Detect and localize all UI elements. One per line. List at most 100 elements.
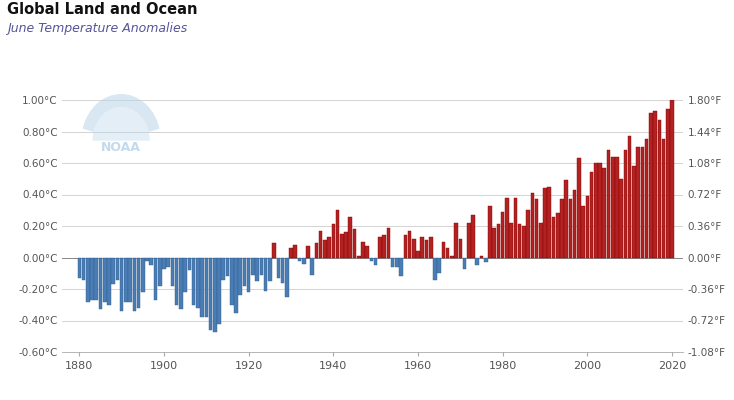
Bar — [95, 258, 98, 300]
Bar — [192, 258, 195, 305]
Bar — [463, 258, 466, 268]
Bar — [357, 256, 360, 258]
Bar — [306, 246, 310, 258]
Bar — [395, 258, 399, 267]
Bar — [497, 224, 501, 258]
Bar — [517, 224, 521, 258]
Bar — [107, 258, 111, 305]
Bar — [323, 240, 327, 258]
Bar — [560, 199, 564, 258]
Bar — [408, 231, 411, 258]
Bar — [539, 223, 542, 258]
Text: Global Land and Ocean: Global Land and Ocean — [7, 2, 198, 17]
Bar — [285, 258, 288, 297]
Bar — [179, 258, 183, 310]
Bar — [272, 243, 276, 258]
Bar — [607, 150, 611, 258]
Bar — [412, 238, 415, 258]
Bar — [184, 258, 187, 292]
Bar — [200, 258, 204, 317]
Bar — [332, 224, 335, 258]
Bar — [175, 258, 178, 305]
Bar — [230, 258, 233, 305]
Bar — [514, 198, 517, 258]
Bar — [387, 228, 390, 258]
Bar — [315, 243, 319, 258]
Bar — [476, 258, 479, 265]
Bar — [429, 237, 432, 258]
Bar — [255, 258, 259, 281]
Bar — [488, 206, 492, 258]
Bar — [196, 258, 200, 308]
Bar — [505, 198, 509, 258]
Bar — [234, 258, 238, 313]
Bar — [399, 258, 403, 276]
Bar — [526, 210, 530, 258]
Bar — [188, 258, 191, 270]
Bar — [437, 258, 441, 273]
Bar — [509, 223, 513, 258]
Bar — [280, 258, 284, 283]
Bar — [404, 236, 407, 258]
Bar — [556, 214, 559, 258]
Bar — [81, 258, 85, 280]
Bar — [628, 136, 631, 258]
Bar — [310, 258, 314, 275]
Bar — [590, 172, 593, 258]
Bar — [167, 258, 170, 267]
Bar — [598, 163, 602, 258]
Bar — [552, 216, 556, 258]
Bar — [374, 258, 377, 265]
Bar — [128, 258, 132, 302]
Bar — [459, 238, 462, 258]
Bar — [611, 157, 614, 258]
Bar — [641, 147, 644, 258]
Bar — [112, 258, 115, 284]
Bar — [162, 258, 166, 268]
Bar — [586, 196, 589, 258]
Bar — [480, 256, 483, 258]
Bar — [370, 258, 374, 261]
Bar — [120, 258, 123, 311]
Bar — [217, 258, 221, 324]
Bar — [349, 216, 352, 258]
Bar — [594, 163, 597, 258]
Bar — [548, 187, 551, 258]
Bar — [145, 258, 149, 261]
Bar — [493, 228, 496, 258]
Bar — [222, 258, 225, 280]
Bar — [382, 236, 386, 258]
Bar — [298, 258, 301, 261]
Bar — [247, 258, 250, 292]
Bar — [277, 258, 280, 278]
Bar — [150, 258, 153, 265]
Bar — [319, 231, 322, 258]
Bar — [649, 113, 653, 258]
Bar — [268, 258, 272, 281]
Bar — [662, 139, 665, 258]
Bar — [446, 248, 449, 258]
Bar — [467, 223, 470, 258]
Bar — [645, 139, 648, 258]
Bar — [450, 256, 454, 258]
Bar — [158, 258, 161, 286]
Bar — [378, 237, 382, 258]
Bar — [522, 226, 526, 258]
Bar — [137, 258, 140, 308]
Bar — [653, 111, 657, 258]
Bar — [78, 258, 81, 278]
Bar — [327, 237, 331, 258]
Bar — [251, 258, 255, 275]
Bar — [103, 258, 106, 302]
Bar — [454, 223, 458, 258]
Bar — [615, 157, 619, 258]
Bar — [666, 110, 669, 258]
Bar — [340, 234, 344, 258]
Bar — [225, 258, 229, 276]
Bar — [624, 150, 628, 258]
Bar — [573, 190, 576, 258]
Bar — [433, 258, 437, 280]
Bar — [531, 193, 534, 258]
Bar — [294, 245, 297, 258]
Bar — [243, 258, 246, 286]
